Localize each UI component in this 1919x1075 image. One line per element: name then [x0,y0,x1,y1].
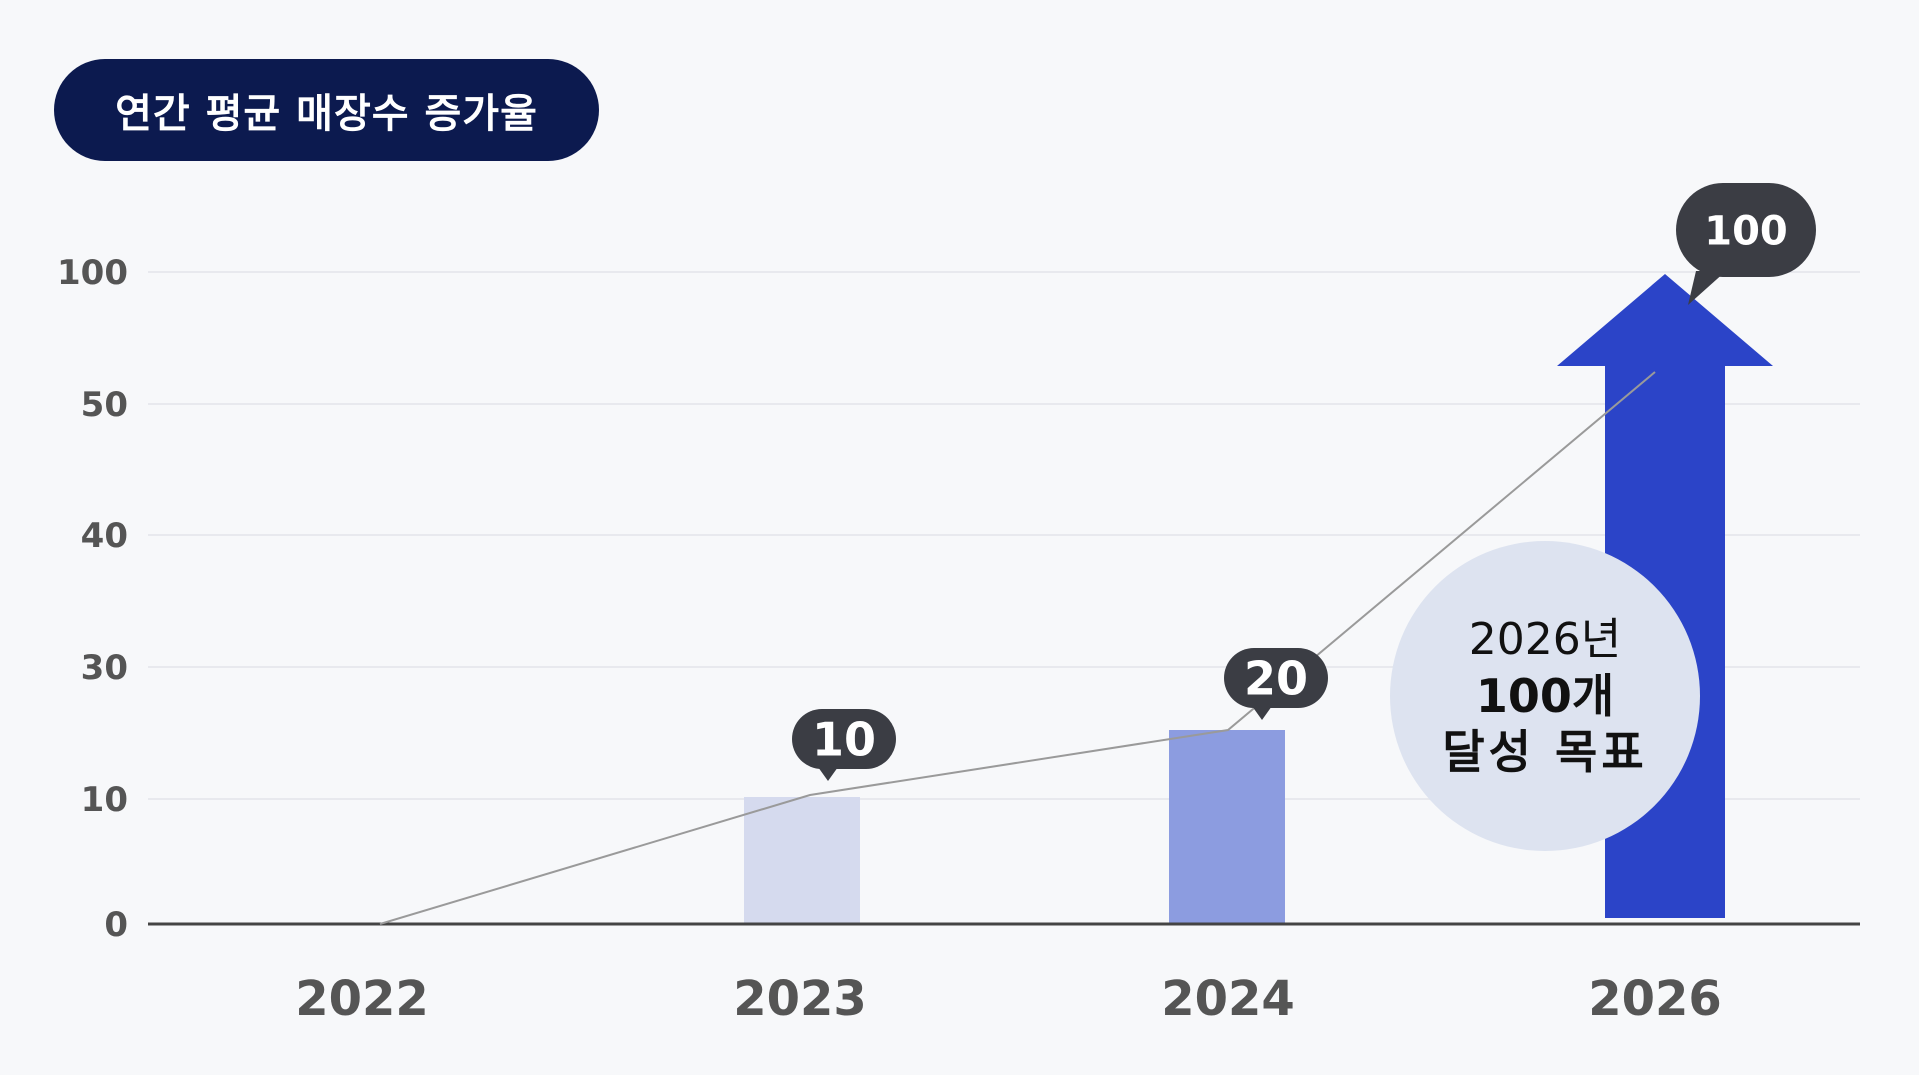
y-tick-label: 0 [104,905,128,945]
chart-title: 연간 평균 매장수 증가율 [115,91,538,137]
value-bubble: 100 [1676,183,1816,305]
bubble-value-label: 100 [1704,208,1788,254]
value-bubble: 20 [1224,648,1328,720]
y-tick-label: 50 [81,385,128,425]
bubble-tail [1252,706,1272,720]
bar-2024 [1169,730,1285,924]
bubble-body [1676,183,1816,277]
goal-count: 100개 [1475,669,1615,723]
bubble-tail [818,767,838,781]
goal-year: 2026년 [1468,614,1622,665]
y-tick-label: 40 [81,516,128,556]
y-axis-ticks: 0 10 30 40 50 100 [57,253,128,945]
x-category-label: 2026 [1588,971,1722,1027]
bubble-value-label: 10 [812,713,876,767]
x-category-label: 2023 [733,971,867,1027]
x-category-label: 2022 [295,971,429,1027]
trend-line [379,371,1656,925]
bubble-value-label: 20 [1244,652,1308,706]
goal-text: 달성 목표 [1442,725,1648,779]
y-tick-label: 100 [57,253,128,293]
x-axis-categories: 2022 2023 2024 2026 [295,971,1722,1027]
value-bubble: 10 [792,709,896,781]
y-tick-label: 10 [81,780,128,820]
value-bubbles: 10 20 100 [792,183,1816,781]
bubble-tail [1688,271,1726,305]
bubble-body [1224,648,1328,708]
chart-title-badge: 연간 평균 매장수 증가율 [54,59,599,161]
x-category-label: 2024 [1161,971,1295,1027]
y-tick-label: 30 [81,648,128,688]
bar-2023 [744,797,860,924]
bubble-body [792,709,896,769]
goal-annotation: 2026년 100개 달성 목표 [1390,541,1700,851]
